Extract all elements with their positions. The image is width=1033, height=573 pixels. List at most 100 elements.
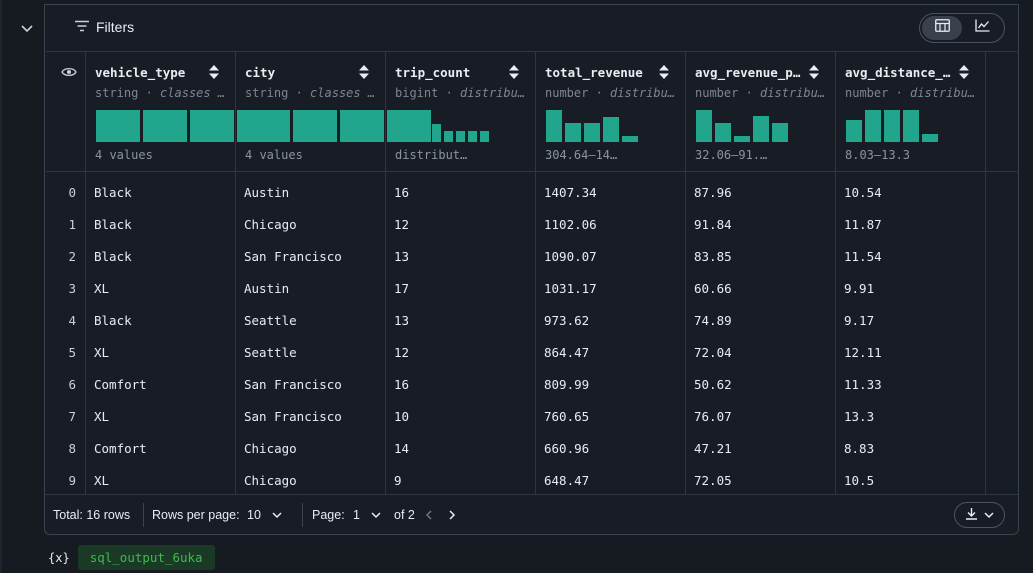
table-row[interactable]: 4 Black Seattle 13 973.62 74.89 9.17	[46, 304, 1019, 336]
table-row[interactable]: 6 Comfort San Francisco 16 809.99 50.62 11.33	[46, 368, 1019, 400]
table-cell[interactable]: 91.84	[694, 217, 732, 232]
table-cell[interactable]: 12	[394, 345, 410, 360]
table-cell[interactable]: Comfort	[94, 377, 147, 392]
table-row[interactable]: 7 XL San Francisco 10 760.65 76.07 13.3	[46, 400, 1019, 432]
table-cell[interactable]: 760.65	[544, 409, 590, 424]
table-cell[interactable]: 11.33	[844, 377, 882, 392]
table-cell[interactable]: 50.62	[694, 377, 732, 392]
table-cell[interactable]: 72.05	[694, 473, 732, 488]
table-cell[interactable]: 1090.07	[544, 249, 597, 264]
chart-view-button[interactable]	[962, 16, 1002, 40]
table-cell[interactable]: 9.17	[844, 313, 875, 328]
sort-icon[interactable]	[508, 64, 520, 85]
filters-button[interactable]: Filters	[75, 19, 134, 35]
table-cell[interactable]: 13.3	[844, 409, 875, 424]
table-cell[interactable]: 17	[394, 281, 410, 296]
column-histogram[interactable]	[246, 110, 431, 142]
table-cell[interactable]: 10.5	[844, 473, 875, 488]
table-cell[interactable]: 74.89	[694, 313, 732, 328]
table-cell[interactable]: 11.54	[844, 249, 882, 264]
table-row[interactable]: 0 Black Austin 16 1407.34 87.96 10.54	[46, 176, 1019, 208]
table-cell[interactable]: 16	[394, 377, 410, 392]
table-cell[interactable]: 11.87	[844, 217, 882, 232]
table-cell[interactable]: XL	[94, 473, 110, 488]
table-cell[interactable]: 12	[394, 217, 410, 232]
table-cell[interactable]: 8.83	[844, 441, 875, 456]
sort-icon[interactable]	[208, 64, 220, 85]
column-header[interactable]: trip_count bigint · distribu… distribut…	[386, 52, 536, 172]
table-cell[interactable]: 9.91	[844, 281, 875, 296]
table-cell[interactable]: 13	[394, 249, 410, 264]
table-cell[interactable]: San Francisco	[244, 377, 342, 392]
table-cell[interactable]: 87.96	[694, 185, 732, 200]
table-row[interactable]: 9 XL Chicago 9 648.47 72.05 10.5	[46, 464, 1019, 494]
table-row[interactable]: 3 XL Austin 17 1031.17 60.66 9.91	[46, 272, 1019, 304]
column-histogram[interactable]	[696, 110, 788, 142]
table-cell[interactable]: 13	[394, 313, 410, 328]
table-cell[interactable]: Austin	[244, 281, 290, 296]
table-cell[interactable]: Chicago	[244, 217, 297, 232]
chevron-right-icon[interactable]	[449, 509, 456, 523]
table-cell[interactable]: Comfort	[94, 441, 147, 456]
table-cell[interactable]: Black	[94, 313, 132, 328]
sort-icon[interactable]	[658, 64, 670, 85]
table-row[interactable]: 8 Comfort Chicago 14 660.96 47.21 8.83	[46, 432, 1019, 464]
table-cell[interactable]: 10.54	[844, 185, 882, 200]
table-cell[interactable]: Black	[94, 217, 132, 232]
table-row[interactable]: 1 Black Chicago 12 1102.06 91.84 11.87	[46, 208, 1019, 240]
type-name: bigint	[395, 86, 439, 100]
table-cell[interactable]: XL	[94, 345, 110, 360]
table-cell[interactable]: San Francisco	[244, 249, 342, 264]
column-header[interactable]: avg_revenue_p… number · distribu… 32.06–91…	[686, 52, 836, 172]
table-cell[interactable]: XL	[94, 409, 110, 424]
table-cell[interactable]: Black	[94, 185, 132, 200]
table-cell[interactable]: 83.85	[694, 249, 732, 264]
download-button[interactable]	[954, 502, 1005, 528]
table-cell[interactable]: Chicago	[244, 473, 297, 488]
table-cell[interactable]: 1102.06	[544, 217, 597, 232]
table-cell[interactable]: 76.07	[694, 409, 732, 424]
column-histogram[interactable]	[846, 110, 938, 142]
table-cell[interactable]: 47.21	[694, 441, 732, 456]
table-cell[interactable]: 16	[394, 185, 410, 200]
table-cell[interactable]: 864.47	[544, 345, 590, 360]
table-cell[interactable]: 60.66	[694, 281, 732, 296]
table-cell[interactable]: 660.96	[544, 441, 590, 456]
table-row[interactable]: 2 Black San Francisco 13 1090.07 83.85 11.54	[46, 240, 1019, 272]
table-cell[interactable]: Seattle	[244, 313, 297, 328]
eye-icon[interactable]	[61, 65, 77, 83]
table-cell[interactable]: Seattle	[244, 345, 297, 360]
table-cell[interactable]: San Francisco	[244, 409, 342, 424]
table-cell[interactable]: 14	[394, 441, 410, 456]
sort-icon[interactable]	[358, 64, 370, 85]
table-cell[interactable]: 1407.34	[544, 185, 597, 200]
table-cell[interactable]: 809.99	[544, 377, 590, 392]
table-cell[interactable]: 72.04	[694, 345, 732, 360]
table-cell[interactable]: Chicago	[244, 441, 297, 456]
chevron-left-icon[interactable]	[425, 509, 432, 523]
column-header[interactable]: vehicle_type string · classes … 4 values	[86, 52, 281, 172]
column-header[interactable]: avg_distance_… number · distribu… 8.03–13.…	[836, 52, 986, 172]
collapse-chevron-icon[interactable]	[18, 20, 36, 38]
sort-icon[interactable]	[808, 64, 820, 85]
table-cell[interactable]: 648.47	[544, 473, 590, 488]
table-cell[interactable]: 973.62	[544, 313, 590, 328]
table-cell[interactable]: 1031.17	[544, 281, 597, 296]
table-cell[interactable]: 12.11	[844, 345, 882, 360]
table-cell[interactable]: Black	[94, 249, 132, 264]
column-header[interactable]: total_revenue number · distribu… 304.64–14…	[536, 52, 686, 172]
table-row[interactable]: 5 XL Seattle 12 864.47 72.04 12.11	[46, 336, 1019, 368]
view-toggle[interactable]	[919, 13, 1005, 43]
table-cell[interactable]: XL	[94, 281, 110, 296]
sort-icon[interactable]	[958, 64, 970, 85]
variable-name[interactable]: sql_output_6uka	[77, 545, 215, 570]
rows-per-page-select[interactable]: 10	[247, 508, 282, 522]
table-cell[interactable]: 9	[394, 473, 402, 488]
table-cell[interactable]: Austin	[244, 185, 290, 200]
column-histogram[interactable]	[546, 110, 638, 142]
column-histogram[interactable]	[396, 110, 489, 142]
column-header[interactable]: city string · classes … 4 values	[236, 52, 431, 172]
table-view-button[interactable]	[922, 16, 962, 40]
table-cell[interactable]: 10	[394, 409, 410, 424]
page-select[interactable]: 1	[353, 508, 381, 522]
